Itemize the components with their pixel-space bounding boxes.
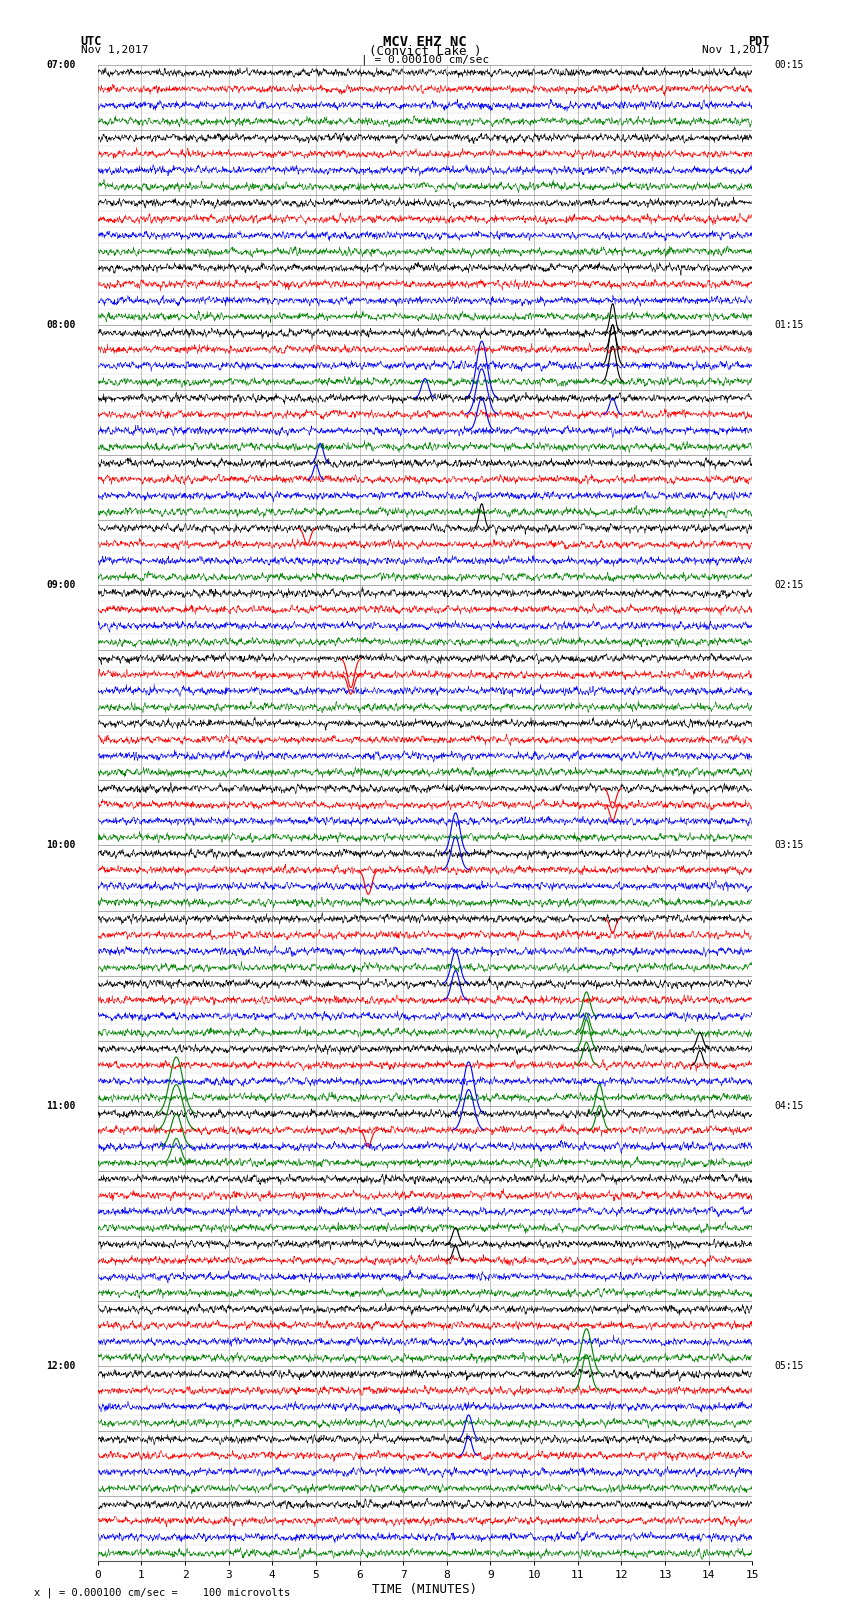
- Text: 01:15: 01:15: [774, 319, 803, 329]
- Text: 03:15: 03:15: [774, 840, 803, 850]
- Text: 05:15: 05:15: [774, 1361, 803, 1371]
- Text: Nov 1,2017: Nov 1,2017: [81, 45, 148, 55]
- Text: (Convict Lake ): (Convict Lake ): [369, 45, 481, 58]
- Text: Nov 1,2017: Nov 1,2017: [702, 45, 769, 55]
- Text: 04:15: 04:15: [774, 1100, 803, 1111]
- Text: 09:00: 09:00: [47, 581, 76, 590]
- Text: 10:00: 10:00: [47, 840, 76, 850]
- Text: PDT: PDT: [748, 35, 769, 48]
- Text: x | = 0.000100 cm/sec =    100 microvolts: x | = 0.000100 cm/sec = 100 microvolts: [34, 1587, 290, 1598]
- Text: 12:00: 12:00: [47, 1361, 76, 1371]
- Text: 07:00: 07:00: [47, 60, 76, 69]
- Text: 11:00: 11:00: [47, 1100, 76, 1111]
- Text: MCV EHZ NC: MCV EHZ NC: [383, 35, 467, 50]
- Text: 08:00: 08:00: [47, 319, 76, 329]
- X-axis label: TIME (MINUTES): TIME (MINUTES): [372, 1584, 478, 1597]
- Text: 00:15: 00:15: [774, 60, 803, 69]
- Text: UTC: UTC: [81, 35, 102, 48]
- Text: | = 0.000100 cm/sec: | = 0.000100 cm/sec: [361, 55, 489, 66]
- Text: 02:15: 02:15: [774, 581, 803, 590]
